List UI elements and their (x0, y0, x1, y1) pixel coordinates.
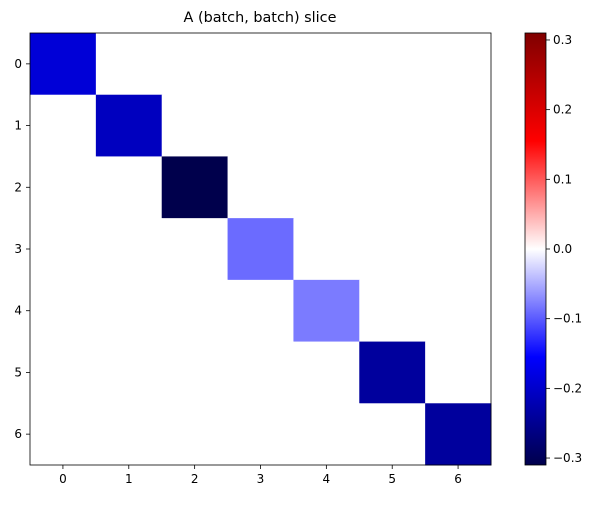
heatmap-cell (425, 218, 492, 281)
heatmap-cell (293, 156, 360, 219)
heatmap-cell (425, 341, 492, 404)
heatmap-cell (359, 94, 426, 157)
x-tick-label: 6 (454, 472, 462, 486)
colorbar-tick-label: −0.1 (553, 312, 582, 326)
x-tick-label: 0 (59, 472, 67, 486)
heatmap-cell (30, 94, 97, 157)
heatmap-cell (227, 279, 294, 343)
heatmap-cell (161, 156, 229, 219)
heatmap-cell (161, 218, 229, 281)
heatmap-cell (161, 279, 229, 343)
heatmap-cell (30, 33, 97, 96)
heatmap-cell (95, 403, 163, 466)
x-tick-label: 1 (125, 472, 133, 486)
heatmap-cell (30, 403, 97, 466)
heatmap-cell (359, 403, 426, 466)
heatmap-cell (227, 156, 294, 219)
colorbar (524, 32, 547, 466)
heatmap-cell (30, 341, 97, 404)
x-tick-label: 3 (257, 472, 265, 486)
heatmap-cell (359, 156, 426, 219)
heatmap-cell (227, 403, 294, 466)
heatmap-cell (359, 33, 426, 96)
heatmap-cell (293, 341, 360, 404)
heatmap-cell (293, 279, 360, 343)
heatmap-cell (227, 341, 294, 404)
heatmap-cell (30, 218, 97, 281)
y-tick-label: 4 (14, 304, 22, 318)
heatmap-cell (227, 218, 294, 281)
heatmap-cell (359, 279, 426, 343)
colorbar-tick-label: 0.1 (553, 172, 572, 186)
x-tick-label: 4 (323, 472, 331, 486)
heatmap-cell (95, 341, 163, 404)
heatmap-cell (425, 33, 492, 96)
heatmap-cell (293, 218, 360, 281)
heatmap-cell (227, 33, 294, 96)
heatmap-cell (30, 279, 97, 343)
colorbar-axis: −0.3 −0.2 −0.1 0.0 0.1 0.2 0.3 (546, 33, 582, 465)
heatmap-cell (161, 94, 229, 157)
chart-title: A (batch, batch) slice (184, 10, 337, 26)
heatmap-cell (425, 403, 492, 466)
y-tick-label: 1 (14, 119, 22, 133)
colorbar-tick-label: 0.2 (553, 103, 572, 117)
heatmap-cell (359, 218, 426, 281)
y-tick-label: 2 (14, 180, 22, 194)
heatmap-cell (293, 33, 360, 96)
heatmap-cell (161, 341, 229, 404)
heatmap-cell (95, 218, 163, 281)
heatmap-cell (95, 33, 163, 96)
y-tick-label: 5 (14, 365, 22, 379)
y-tick-label: 6 (14, 427, 22, 441)
heatmap-cell (293, 403, 360, 466)
heatmap-cell (95, 94, 163, 157)
colorbar-tick-label: −0.2 (553, 381, 582, 395)
heatmap-cell (95, 156, 163, 219)
colorbar-tick-label: 0.0 (553, 242, 572, 256)
heatmap-cell (425, 279, 492, 343)
heatmap-cell (161, 403, 229, 466)
heatmap-cells (30, 33, 492, 466)
x-tick-label: 2 (191, 472, 199, 486)
heatmap-cell (30, 156, 97, 219)
y-tick-label: 0 (14, 57, 22, 71)
x-axis: 0 1 2 3 4 5 6 (59, 465, 462, 486)
heatmap-cell (227, 94, 294, 157)
y-tick-label: 3 (14, 242, 22, 256)
heatmap-cell (359, 341, 426, 404)
heatmap-cell (95, 279, 163, 343)
heatmap-cell (425, 94, 492, 157)
x-tick-label: 5 (388, 472, 396, 486)
heatmap-cell (425, 156, 492, 219)
heatmap-cell (161, 33, 229, 96)
heatmap-cell (293, 94, 360, 157)
colorbar-tick-label: 0.3 (553, 33, 572, 47)
y-axis: 0 1 2 3 4 5 6 (14, 57, 30, 441)
colorbar-tick-label: −0.3 (553, 451, 582, 465)
